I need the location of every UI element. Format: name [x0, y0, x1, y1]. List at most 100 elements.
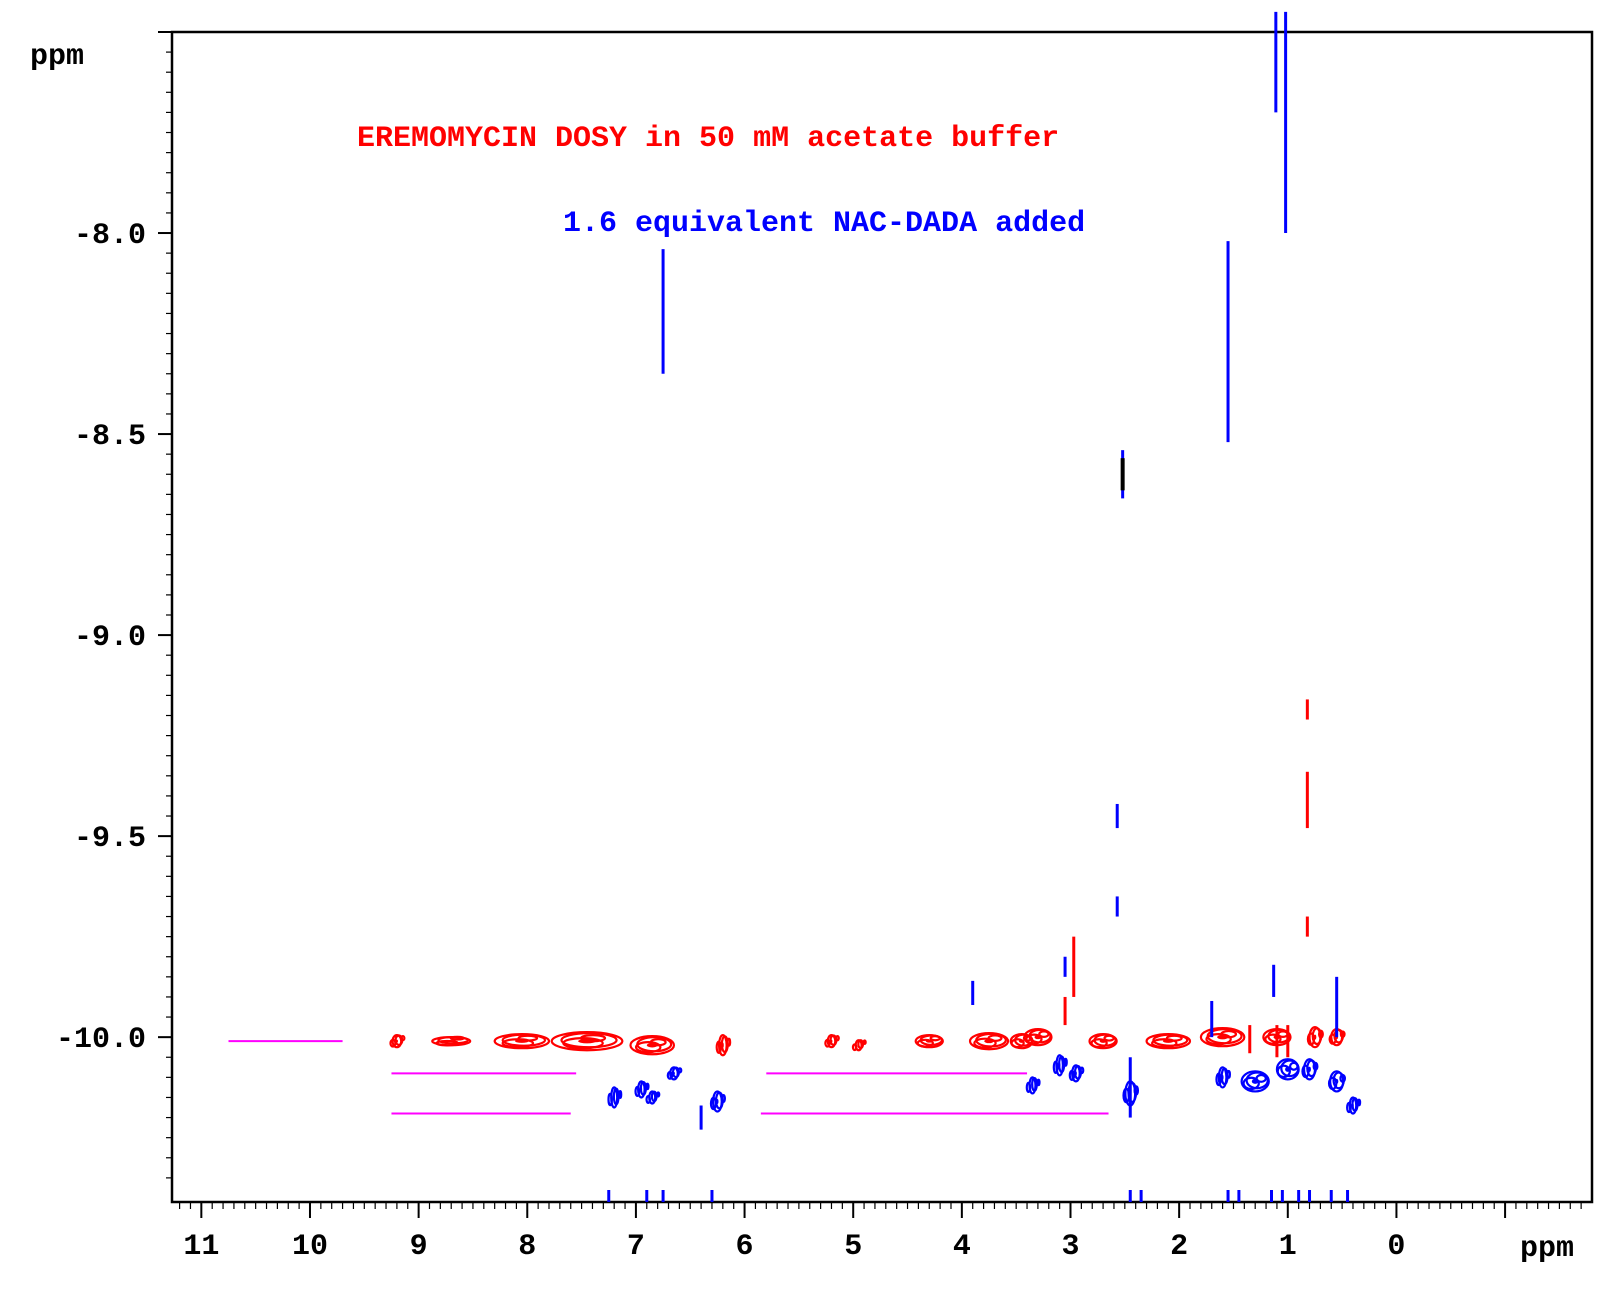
- x-tick-label: 10: [292, 1230, 328, 1264]
- plot-frame: [170, 30, 1594, 1204]
- contour-ring: [851, 1043, 858, 1052]
- contour-ring: [1038, 1030, 1050, 1038]
- contour-ring: [1068, 1069, 1076, 1081]
- contour-ring: [1151, 1038, 1178, 1049]
- contour-core: [578, 1038, 596, 1044]
- series-red: [389, 699, 1346, 1058]
- contour-ring: [1063, 1057, 1068, 1067]
- contour-ring: [1220, 1029, 1238, 1039]
- contour-ring: [1215, 1072, 1222, 1087]
- x-tick-label: 3: [1061, 1230, 1079, 1264]
- contour-ring: [400, 1035, 406, 1042]
- contour-ring: [1226, 1069, 1231, 1079]
- contour-ring: [1025, 1081, 1032, 1094]
- contour-ring: [1312, 1061, 1319, 1071]
- contour-core: [1162, 1039, 1174, 1043]
- chart-annotation-red: EREMOMYCIN DOSY in 50 mM acetate buffer: [357, 122, 1059, 156]
- contour-ring: [824, 1038, 831, 1048]
- x-tick-label: 9: [410, 1230, 428, 1264]
- contour-ring: [1133, 1085, 1140, 1096]
- contour-core: [515, 1039, 529, 1043]
- contour-ring: [501, 1033, 547, 1047]
- contour-ring: [1010, 1038, 1025, 1049]
- contour-ring: [1052, 1060, 1059, 1075]
- contour-ring: [1079, 1066, 1085, 1075]
- contour-ring: [645, 1082, 650, 1091]
- contour-ring: [862, 1039, 867, 1046]
- contour-ring: [634, 1085, 641, 1098]
- y-tick-label: -9.5: [74, 822, 146, 856]
- contour-ring: [726, 1037, 732, 1047]
- contour-ring: [607, 1092, 613, 1107]
- contour-core: [1099, 1039, 1107, 1043]
- contour-core: [857, 1043, 860, 1047]
- contour-ring: [1306, 1032, 1316, 1046]
- x-axis: 11 10 9 8 7 6 5 4 3 2 1 0: [179, 1202, 1582, 1264]
- contour-core: [1034, 1035, 1042, 1040]
- contour-ring: [1071, 1064, 1081, 1083]
- x-tick-label: 5: [844, 1230, 862, 1264]
- contour-ring: [1205, 1032, 1232, 1046]
- contour-core: [1313, 1034, 1317, 1040]
- y-tick-label: -9.0: [74, 621, 146, 655]
- contour-ring: [1036, 1078, 1041, 1087]
- contour-ring: [562, 1037, 604, 1050]
- reference-lines: [228, 1040, 1109, 1115]
- x-tick-label: 0: [1387, 1230, 1405, 1264]
- contour-ring: [987, 1034, 1003, 1043]
- contour-ring: [1090, 1038, 1108, 1049]
- contour-ring: [677, 1067, 683, 1074]
- contour-core: [984, 1039, 994, 1044]
- contour-core: [1058, 1062, 1061, 1068]
- contour-ring: [389, 1038, 397, 1048]
- y-tick-label: -8.0: [74, 219, 146, 253]
- contour-ring: [1288, 1061, 1299, 1071]
- contour-ring: [715, 1040, 723, 1054]
- contour-ring: [835, 1035, 840, 1042]
- contour-ring: [973, 1037, 997, 1049]
- contour-ring: [656, 1091, 661, 1098]
- contour-core: [1018, 1039, 1025, 1043]
- contour-ring: [1356, 1098, 1362, 1107]
- contour-core: [446, 1040, 456, 1043]
- contour-ring: [1339, 1073, 1346, 1083]
- contour-ring: [1165, 1034, 1183, 1042]
- x-tick-label: 2: [1170, 1230, 1188, 1264]
- contour-ring: [1242, 1076, 1260, 1091]
- y-axis-label: ppm: [30, 40, 84, 74]
- contour-core: [651, 1095, 653, 1099]
- chart-annotation-blue: 1.6 equivalent NAC-DADA added: [563, 207, 1085, 241]
- y-tick-label: -10.0: [56, 1023, 146, 1057]
- contour-core: [721, 1042, 724, 1048]
- contour-core: [1217, 1034, 1229, 1040]
- x-tick-label: 7: [627, 1230, 645, 1264]
- contour-ring: [1103, 1034, 1115, 1042]
- contour-ring: [1318, 1029, 1324, 1039]
- contour-core: [716, 1098, 719, 1104]
- y-axis: -8.0 -8.5 -9.0 -9.5 -10.0: [56, 31, 172, 1179]
- contour-ring: [649, 1038, 667, 1047]
- contour-core: [1251, 1078, 1259, 1084]
- x-tick-label: 6: [736, 1230, 754, 1264]
- contour-ring: [1346, 1101, 1352, 1114]
- contour-ring: [1280, 1059, 1300, 1078]
- contour-core: [830, 1039, 833, 1043]
- y-tick-label: -8.5: [74, 420, 146, 454]
- contour-ring: [634, 1041, 662, 1054]
- contour-ring: [916, 1038, 934, 1048]
- contour-ring: [720, 1093, 726, 1104]
- contour-core: [1335, 1078, 1339, 1084]
- contour-ring: [449, 1035, 465, 1041]
- contour-ring: [717, 1034, 728, 1057]
- contour-core: [395, 1039, 398, 1043]
- contour-core: [1308, 1066, 1311, 1072]
- contour-ring: [666, 1070, 674, 1080]
- contour-core: [1285, 1066, 1291, 1072]
- contour-core: [613, 1094, 615, 1100]
- x-tick-label: 8: [518, 1230, 536, 1264]
- contour-ring: [1339, 1030, 1346, 1038]
- contour-core: [1221, 1074, 1224, 1080]
- contour-ring: [1255, 1073, 1267, 1083]
- contour-core: [646, 1042, 658, 1048]
